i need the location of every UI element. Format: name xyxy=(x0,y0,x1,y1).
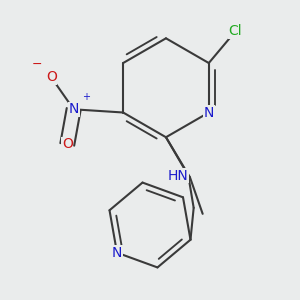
Text: Cl: Cl xyxy=(229,24,242,38)
Text: N: N xyxy=(112,246,122,260)
Text: HN: HN xyxy=(167,169,188,182)
Text: O: O xyxy=(62,137,73,152)
Text: N: N xyxy=(204,106,214,119)
Text: −: − xyxy=(32,58,42,71)
Text: +: + xyxy=(82,92,90,101)
Text: N: N xyxy=(68,102,79,116)
Text: O: O xyxy=(46,70,57,84)
